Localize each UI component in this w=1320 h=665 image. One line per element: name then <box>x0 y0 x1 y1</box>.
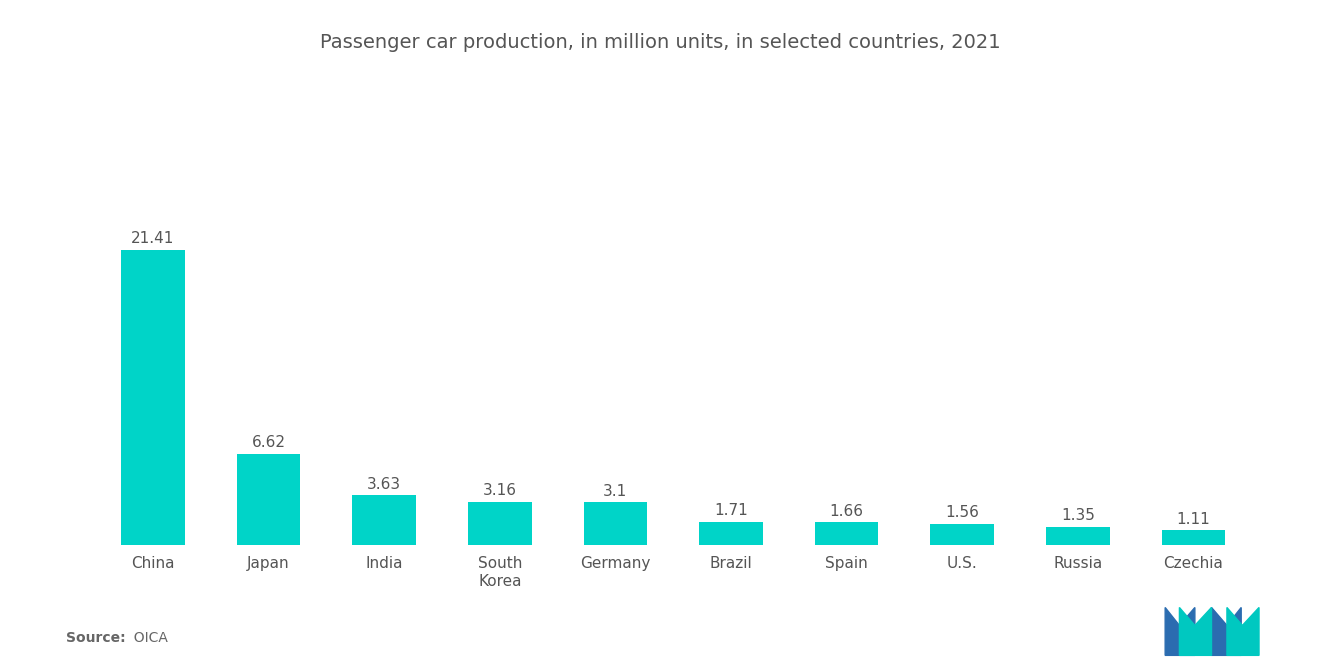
Bar <box>352 495 416 545</box>
Polygon shape <box>1226 608 1259 656</box>
Bar <box>931 524 994 545</box>
Text: 1.11: 1.11 <box>1176 511 1210 527</box>
Polygon shape <box>1166 608 1195 656</box>
Polygon shape <box>1212 608 1241 656</box>
Bar <box>814 523 878 545</box>
Bar <box>469 501 532 545</box>
Text: 1.35: 1.35 <box>1061 508 1094 523</box>
Text: 3.16: 3.16 <box>483 483 517 498</box>
Bar <box>700 521 763 545</box>
Text: 1.56: 1.56 <box>945 505 979 520</box>
Text: 6.62: 6.62 <box>252 436 285 450</box>
Text: 1.66: 1.66 <box>829 504 863 519</box>
Bar <box>1045 527 1110 545</box>
Bar <box>1162 530 1225 545</box>
Text: OICA: OICA <box>125 631 168 645</box>
Text: 3.63: 3.63 <box>367 477 401 491</box>
Text: 3.1: 3.1 <box>603 484 627 499</box>
Bar <box>121 249 185 545</box>
Text: Source:: Source: <box>66 631 125 645</box>
Bar <box>583 503 647 545</box>
Text: Passenger car production, in million units, in selected countries, 2021: Passenger car production, in million uni… <box>319 33 1001 53</box>
Bar <box>236 454 301 545</box>
Text: 21.41: 21.41 <box>131 231 174 246</box>
Polygon shape <box>1179 608 1212 656</box>
Text: 1.71: 1.71 <box>714 503 748 518</box>
